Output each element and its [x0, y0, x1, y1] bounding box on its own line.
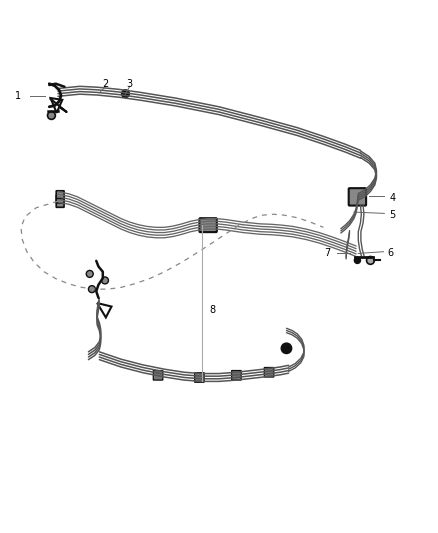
FancyBboxPatch shape	[56, 191, 64, 199]
Circle shape	[354, 257, 360, 263]
Circle shape	[121, 90, 129, 98]
Text: 6: 6	[388, 248, 394, 259]
FancyBboxPatch shape	[153, 370, 163, 380]
Circle shape	[367, 256, 374, 264]
Text: 7: 7	[324, 248, 330, 259]
Circle shape	[88, 286, 95, 293]
Circle shape	[86, 270, 93, 277]
Circle shape	[102, 277, 109, 284]
FancyBboxPatch shape	[349, 188, 366, 206]
FancyBboxPatch shape	[194, 373, 204, 382]
Text: 4: 4	[389, 193, 395, 203]
Text: 8: 8	[209, 305, 215, 315]
FancyBboxPatch shape	[56, 199, 64, 207]
FancyBboxPatch shape	[264, 367, 274, 377]
Circle shape	[281, 343, 292, 353]
Text: 1: 1	[15, 91, 21, 101]
FancyBboxPatch shape	[56, 195, 64, 203]
Text: 3: 3	[127, 79, 133, 88]
Circle shape	[47, 111, 55, 119]
FancyBboxPatch shape	[199, 218, 217, 232]
FancyBboxPatch shape	[232, 370, 241, 380]
Text: 2: 2	[103, 79, 109, 88]
Text: 5: 5	[389, 210, 396, 220]
